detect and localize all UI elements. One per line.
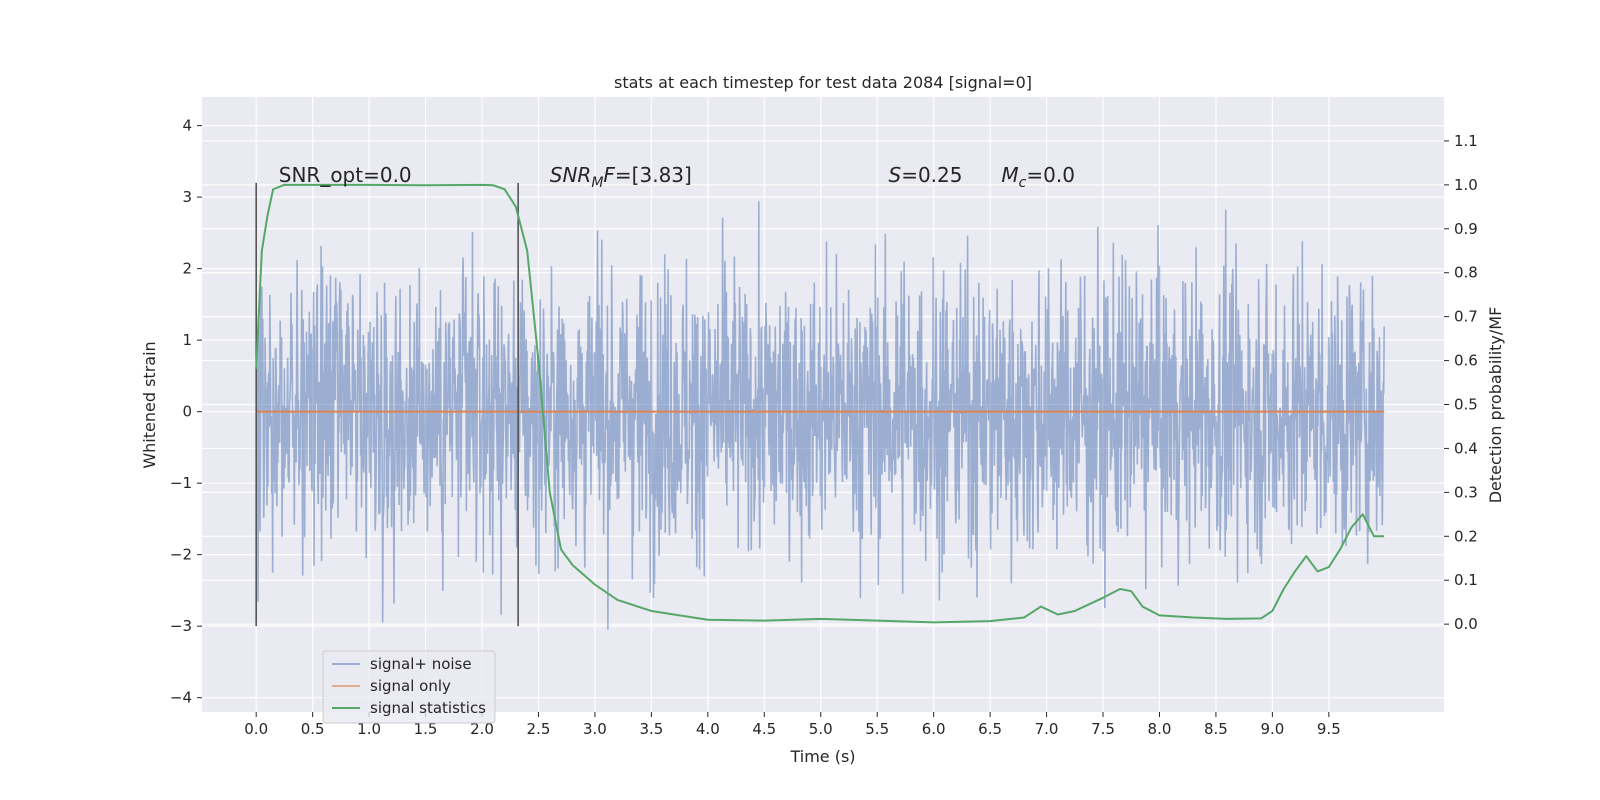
y-tick-label: 1 — [182, 331, 192, 349]
x-tick-label: 6.5 — [978, 720, 1002, 738]
signal-noise-trace — [255, 201, 1385, 630]
x-tick-label: 5.5 — [865, 720, 889, 738]
x-tick-label: 1.0 — [357, 720, 381, 738]
y-tick-label: −1 — [170, 474, 192, 492]
y-axis-left: −4 −3 −2 −1 0 1 2 3 4 — [170, 117, 202, 707]
series-line-signal-statistics — [255, 183, 1385, 624]
y2-tick-label: 1.0 — [1454, 176, 1478, 194]
x-axis-title: Time (s) — [789, 747, 855, 766]
x-tick-label: 7.0 — [1035, 720, 1059, 738]
legend-label-signal-noise: signal+ noise — [370, 655, 472, 673]
y-axis-title: Whitened strain — [140, 341, 159, 468]
x-tick-label: 7.5 — [1091, 720, 1115, 738]
x-tick-label: 6.0 — [922, 720, 946, 738]
x-tick-label: 3.5 — [639, 720, 663, 738]
legend-box — [322, 650, 496, 724]
y-tick-label: 2 — [182, 260, 192, 278]
y2-tick-label: 0.0 — [1454, 615, 1478, 633]
x-tick-label: 2.5 — [527, 720, 551, 738]
x-tick-label: 9.0 — [1260, 720, 1284, 738]
y2-tick-label: 0.5 — [1454, 396, 1478, 414]
x-tick-label: 8.0 — [1148, 720, 1172, 738]
legend: signal+ noise signal only signal statist… — [322, 650, 496, 724]
y2-tick-label: 1.1 — [1454, 132, 1478, 150]
y-tick-label: 4 — [182, 117, 192, 135]
annotations: SNR_opt=0.0 SNRMF=[3.83] S=0.25 Mc=0.0 — [279, 163, 1075, 191]
y2-tick-label: 0.2 — [1454, 527, 1478, 545]
y2-tick-label: 0.1 — [1454, 571, 1478, 589]
y-tick-label: −2 — [170, 546, 192, 564]
y2-tick-label: 0.4 — [1454, 439, 1478, 457]
x-tick-label: 5.0 — [809, 720, 833, 738]
x-tick-label: 9.5 — [1317, 720, 1341, 738]
x-tick-label: 4.0 — [696, 720, 720, 738]
annotation-s: S=0.25 — [888, 163, 962, 187]
x-tick-label: 0.0 — [244, 720, 268, 738]
x-tick-label: 3.0 — [583, 720, 607, 738]
y2-tick-label: 0.9 — [1454, 220, 1478, 238]
x-axis: 0.0 0.5 1.0 1.5 2.0 2.5 3.0 3.5 4.0 4.5 5.0 5.5 6.0 6… — [244, 712, 1341, 738]
vertical-markers — [255, 182, 519, 627]
y2-tick-label: 0.7 — [1454, 308, 1478, 326]
y-axis-right: 0.0 0.1 0.2 0.3 0.4 0.5 0.6 0.7 0.8 0.9 1.0 1.1 — [1444, 132, 1478, 633]
legend-label-signal-statistics: signal statistics — [370, 699, 486, 717]
annotation-snr-opt: SNR_opt=0.0 — [279, 163, 412, 187]
x-tick-label: 8.5 — [1204, 720, 1228, 738]
x-tick-label: 2.0 — [470, 720, 494, 738]
chart-title: stats at each timestep for test data 208… — [614, 73, 1032, 92]
x-tick-label: 4.5 — [752, 720, 776, 738]
legend-label-signal-only: signal only — [370, 677, 451, 695]
x-tick-label: 0.5 — [301, 720, 325, 738]
x-tick-label: 1.5 — [414, 720, 438, 738]
y2-tick-label: 0.8 — [1454, 264, 1478, 282]
series-line-signal-noise — [255, 201, 1385, 630]
y-tick-label: −3 — [170, 617, 192, 635]
y2-axis-title: Detection probability/MF — [1486, 307, 1505, 504]
y-tick-label: 0 — [182, 403, 192, 421]
y2-tick-label: 0.6 — [1454, 352, 1478, 370]
annotation-mc: Mc=0.0 — [1001, 163, 1075, 191]
y-tick-label: 3 — [182, 188, 192, 206]
y2-tick-label: 0.3 — [1454, 483, 1478, 501]
y-tick-label: −4 — [170, 689, 192, 707]
annotation-snr-mf: SNRMF=[3.83] — [550, 163, 692, 191]
